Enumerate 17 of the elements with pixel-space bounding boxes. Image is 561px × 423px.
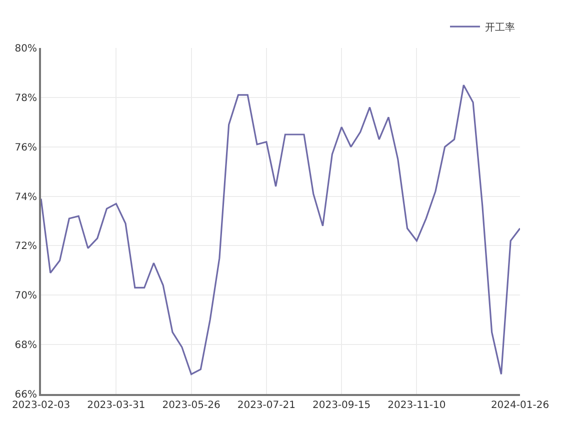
y-tick-label: 68% — [14, 340, 37, 352]
x-tick-label: 2023-09-15 — [312, 400, 371, 411]
y-tick-label: 78% — [14, 92, 37, 104]
x-tick-label: 2023-11-10 — [388, 400, 446, 411]
line-series — [41, 84, 520, 376]
y-tick-label: 66% — [14, 390, 37, 400]
legend-label: 开工率 — [485, 21, 515, 34]
x-tick-label: 2023-03-31 — [87, 400, 146, 411]
x-tick-label: 2023-05-26 — [162, 400, 220, 411]
x-tick-label: 2023-02-03 — [12, 400, 70, 411]
y-tick-label: 70% — [14, 290, 37, 302]
y-tick-label: 74% — [14, 192, 37, 203]
x-tick-label: 2023-07-21 — [237, 400, 296, 411]
x-tick-label: 2024-01-26 — [490, 400, 550, 411]
y-tick-label: 72% — [14, 241, 37, 252]
y-tick-label: 76% — [14, 142, 37, 154]
y-tick-label: 80% — [14, 44, 37, 54]
